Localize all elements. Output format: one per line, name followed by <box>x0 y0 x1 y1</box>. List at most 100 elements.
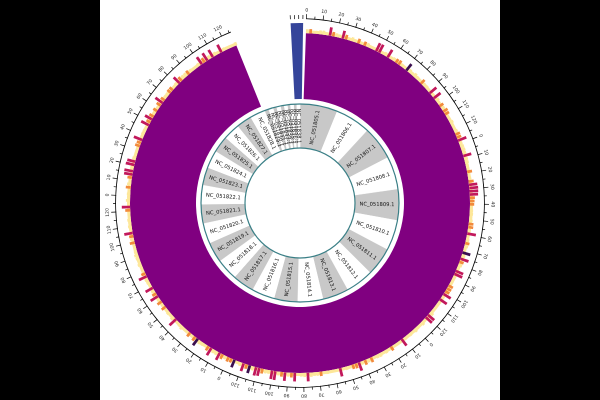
scale-tick <box>424 337 429 342</box>
scale-tick-label: 20 <box>486 166 493 173</box>
heat-bar <box>149 295 159 303</box>
heat-bar <box>136 140 142 145</box>
scale-tick-label: 100 <box>109 242 117 252</box>
heat-bar <box>389 345 395 352</box>
heat-bar <box>164 308 169 313</box>
scale-tick <box>115 160 121 163</box>
heat-bar <box>313 372 317 376</box>
heat-bar <box>168 318 177 327</box>
scale-tick-label: 60 <box>136 92 144 100</box>
heat-bar <box>137 263 142 268</box>
heat-bar <box>135 147 140 151</box>
heat-bar <box>214 352 221 361</box>
heat-bar <box>420 321 426 326</box>
scale-tick-label: 30 <box>489 184 495 190</box>
heat-bar <box>341 30 347 39</box>
scale-tick <box>472 136 478 140</box>
scale-tick <box>132 283 136 286</box>
heat-bar <box>125 161 135 167</box>
scale-tick-label: 110 <box>106 225 113 235</box>
scale-tick <box>139 106 143 109</box>
heat-bar <box>200 57 206 64</box>
scale-tick <box>134 291 139 295</box>
heat-bar <box>465 163 470 167</box>
heat-bar <box>132 156 137 160</box>
heat-bar <box>173 81 179 87</box>
scale-tick <box>352 379 355 385</box>
scale-tick <box>479 161 483 164</box>
scale-tick-label: 20 <box>338 11 345 18</box>
heat-bar <box>384 349 389 354</box>
heat-bar <box>319 371 323 377</box>
heat-bar <box>206 54 212 60</box>
heat-bar <box>134 143 141 148</box>
scale-tick <box>376 370 379 374</box>
scale-tick <box>148 92 152 95</box>
scale-tick-label: 40 <box>158 333 166 341</box>
heat-bar <box>380 51 385 55</box>
scale-tick-label: 110 <box>461 99 471 110</box>
heat-bar <box>372 355 376 359</box>
scale-tick-label: 70 <box>415 48 423 56</box>
sequence-label: NC_051836.1 <box>289 109 298 144</box>
scale-tick-label: 70 <box>318 391 325 398</box>
heat-bar <box>148 112 155 118</box>
heat-bar <box>452 126 456 130</box>
scale-tick <box>418 343 421 347</box>
scale-tick <box>252 381 255 387</box>
heat-bar <box>150 289 156 294</box>
heat-bar <box>124 168 134 173</box>
heat-bar <box>400 338 408 347</box>
main-track-sector <box>130 33 471 374</box>
heat-bar <box>182 327 187 332</box>
heat-bar <box>250 365 255 371</box>
scale-tick <box>477 153 483 156</box>
heat-bar <box>369 356 375 363</box>
heat-bar <box>459 260 465 265</box>
heat-bar <box>139 134 144 139</box>
heat-bar <box>228 358 233 364</box>
heat-bar <box>469 189 479 193</box>
heat-bar <box>197 340 202 345</box>
heat-bar <box>191 338 199 347</box>
heat-bar <box>467 176 472 180</box>
heat-bar <box>468 182 478 187</box>
scale-tick <box>476 253 482 256</box>
heat-bar <box>179 325 184 331</box>
heat-bar <box>177 322 182 328</box>
heat-bar <box>442 292 452 300</box>
heat-bar <box>203 343 207 348</box>
heat-bar <box>462 152 472 158</box>
heat-bar <box>426 88 431 92</box>
heat-bar <box>160 303 165 308</box>
scale-tick <box>453 99 457 103</box>
heat-bar <box>137 260 141 264</box>
heat-bar <box>405 63 413 72</box>
heat-bar <box>446 114 450 119</box>
scale-tick <box>171 66 174 70</box>
scale-tick <box>143 305 148 309</box>
sequence-label: NC_051837.1 <box>292 109 300 144</box>
scale-tick-label: 10 <box>106 174 113 181</box>
scale-tick-label: 10 <box>321 9 328 16</box>
heat-bar <box>132 244 136 248</box>
heat-bar <box>363 41 368 47</box>
heat-bar <box>135 256 140 261</box>
heat-bar <box>151 111 156 115</box>
scale-tick <box>469 129 473 132</box>
heat-bar <box>165 310 171 316</box>
heat-bar <box>305 29 309 34</box>
heat-bar <box>144 114 153 121</box>
heat-bar <box>397 340 402 344</box>
heat-bar <box>252 366 258 376</box>
heat-bar <box>133 135 143 142</box>
heat-bar <box>466 235 469 239</box>
heat-bar <box>366 42 371 48</box>
heat-bar <box>207 49 214 58</box>
scale-tick <box>386 35 390 41</box>
ideogram-outer-border <box>200 103 400 303</box>
scale-tick <box>347 22 349 26</box>
heat-bar <box>151 292 157 297</box>
heat-bar <box>415 325 420 330</box>
scale-tick-label: 0 <box>105 193 111 196</box>
